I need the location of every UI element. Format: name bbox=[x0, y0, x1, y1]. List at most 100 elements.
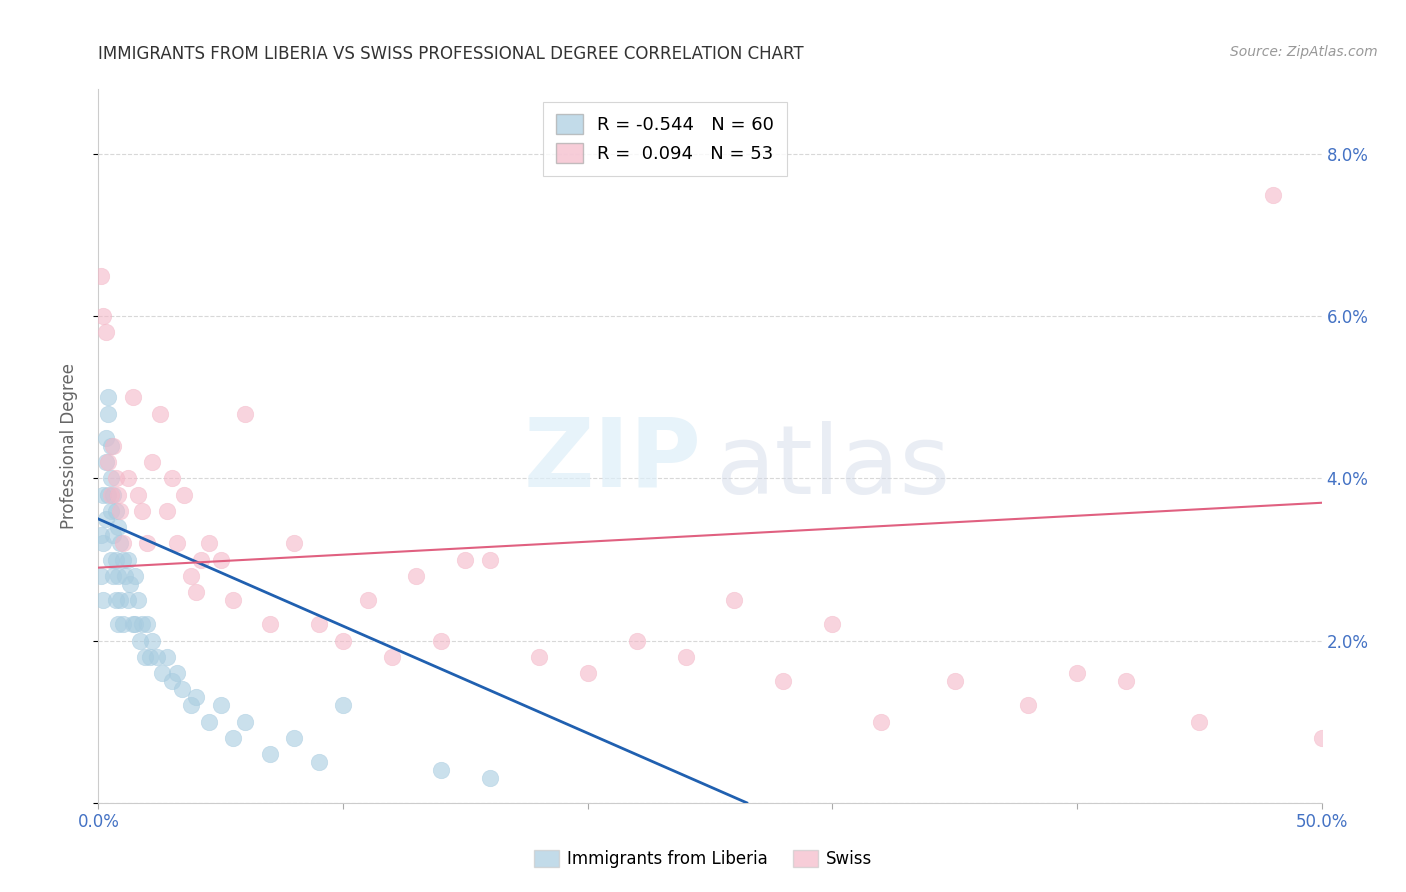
Point bbox=[160, 471, 183, 485]
Text: ZIP: ZIP bbox=[523, 414, 702, 507]
Point bbox=[197, 536, 219, 550]
Point bbox=[166, 536, 188, 550]
Point bbox=[120, 577, 142, 591]
Text: atlas: atlas bbox=[714, 421, 950, 514]
Point bbox=[91, 536, 114, 550]
Point bbox=[100, 552, 122, 566]
Point bbox=[104, 552, 127, 566]
Point bbox=[94, 512, 117, 526]
Point bbox=[454, 552, 477, 566]
Point bbox=[110, 504, 132, 518]
Point bbox=[104, 504, 127, 518]
Point bbox=[94, 326, 117, 340]
Point bbox=[90, 568, 112, 582]
Point bbox=[772, 674, 794, 689]
Point bbox=[111, 552, 134, 566]
Point bbox=[134, 649, 156, 664]
Point bbox=[259, 617, 281, 632]
Point bbox=[1188, 714, 1211, 729]
Point bbox=[117, 593, 139, 607]
Point bbox=[197, 714, 219, 729]
Point bbox=[107, 568, 129, 582]
Point bbox=[1310, 731, 1333, 745]
Point bbox=[626, 633, 648, 648]
Text: Source: ZipAtlas.com: Source: ZipAtlas.com bbox=[1230, 45, 1378, 59]
Y-axis label: Professional Degree: Professional Degree bbox=[59, 363, 77, 529]
Point bbox=[283, 731, 305, 745]
Point bbox=[139, 649, 162, 664]
Point bbox=[149, 407, 172, 421]
Point bbox=[107, 617, 129, 632]
Point bbox=[101, 488, 124, 502]
Point bbox=[110, 536, 132, 550]
Point bbox=[675, 649, 697, 664]
Point bbox=[186, 690, 208, 705]
Point bbox=[117, 552, 139, 566]
Point bbox=[430, 764, 453, 778]
Point bbox=[156, 504, 179, 518]
Point bbox=[209, 698, 232, 713]
Point bbox=[136, 536, 159, 550]
Point bbox=[222, 593, 245, 607]
Point bbox=[107, 520, 129, 534]
Point bbox=[405, 568, 427, 582]
Point bbox=[104, 471, 127, 485]
Point bbox=[430, 633, 453, 648]
Point bbox=[1115, 674, 1137, 689]
Point bbox=[101, 528, 124, 542]
Point bbox=[209, 552, 232, 566]
Point bbox=[100, 471, 122, 485]
Point bbox=[90, 528, 112, 542]
Point bbox=[283, 536, 305, 550]
Point bbox=[110, 593, 132, 607]
Point bbox=[141, 633, 163, 648]
Point bbox=[943, 674, 966, 689]
Point bbox=[1017, 698, 1039, 713]
Point bbox=[308, 756, 330, 770]
Point bbox=[101, 568, 124, 582]
Point bbox=[150, 666, 173, 681]
Point bbox=[180, 568, 202, 582]
Point bbox=[166, 666, 188, 681]
Point bbox=[146, 649, 169, 664]
Point bbox=[576, 666, 599, 681]
Point bbox=[127, 593, 149, 607]
Point bbox=[156, 649, 179, 664]
Point bbox=[332, 633, 354, 648]
Point bbox=[186, 585, 208, 599]
Point bbox=[141, 455, 163, 469]
Point bbox=[121, 390, 143, 404]
Point bbox=[131, 504, 153, 518]
Point bbox=[114, 568, 136, 582]
Point bbox=[101, 439, 124, 453]
Point bbox=[111, 617, 134, 632]
Point bbox=[308, 617, 330, 632]
Point bbox=[127, 488, 149, 502]
Point bbox=[97, 488, 120, 502]
Point bbox=[124, 568, 146, 582]
Point bbox=[190, 552, 212, 566]
Point bbox=[160, 674, 183, 689]
Point bbox=[107, 488, 129, 502]
Point bbox=[222, 731, 245, 745]
Point bbox=[111, 536, 134, 550]
Point bbox=[233, 407, 256, 421]
Point bbox=[180, 698, 202, 713]
Point bbox=[100, 488, 122, 502]
Point bbox=[97, 390, 120, 404]
Point bbox=[259, 747, 281, 761]
Point bbox=[90, 268, 112, 283]
Point bbox=[97, 455, 120, 469]
Point bbox=[100, 439, 122, 453]
Point bbox=[332, 698, 354, 713]
Point bbox=[91, 593, 114, 607]
Point bbox=[91, 310, 114, 324]
Legend: Immigrants from Liberia, Swiss: Immigrants from Liberia, Swiss bbox=[527, 843, 879, 875]
Point bbox=[356, 593, 378, 607]
Point bbox=[381, 649, 404, 664]
Point bbox=[173, 488, 195, 502]
Point bbox=[121, 617, 143, 632]
Point bbox=[94, 431, 117, 445]
Point bbox=[527, 649, 550, 664]
Point bbox=[821, 617, 844, 632]
